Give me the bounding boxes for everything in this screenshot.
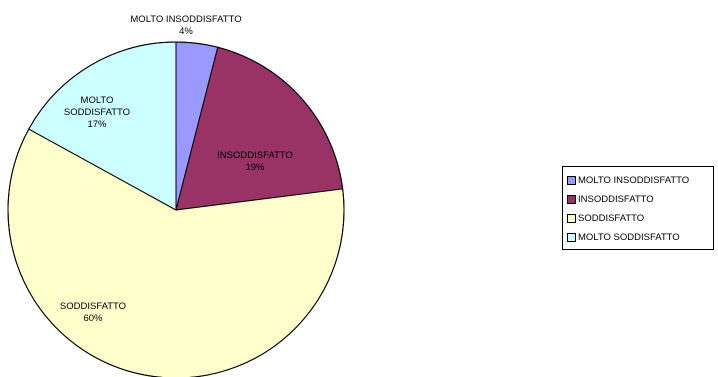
legend-entry: INSODDISFATTO [567,190,713,209]
legend-entry: MOLTO INSODDISFATTO [567,171,713,190]
legend-label: MOLTO SODDISFATTO [578,232,680,243]
pie-slices [7,41,345,377]
legend-swatch [567,233,576,242]
slice-label-name: SODDISFATTO [64,107,130,118]
slice-label-percent: 60% [83,313,103,324]
slice-label-name: MOLTO INSODDISFATTO [130,14,241,25]
legend-swatch [567,176,576,185]
legend: MOLTO INSODDISFATTO INSODDISFATTO SODDISFA… [562,166,714,250]
slice-label-name: INSODDISFATTO [217,150,293,161]
legend-entry: SODDISFATTO [567,209,713,228]
legend-entry: MOLTO SODDISFATTO [567,228,713,247]
pie-outline [7,41,345,377]
legend-swatch [567,195,576,204]
slice-label-percent: 4% [179,26,193,37]
slice-label-name: MOLTO [81,95,114,106]
slice-label-percent: 17% [87,119,107,130]
slice-label-percent: 19% [245,162,265,173]
legend-label: MOLTO INSODDISFATTO [578,175,690,186]
legend-label: INSODDISFATTO [578,194,654,205]
legend-swatch [567,214,576,223]
slice-label-name: SODDISFATTO [60,301,126,312]
legend-label: SODDISFATTO [578,213,645,224]
